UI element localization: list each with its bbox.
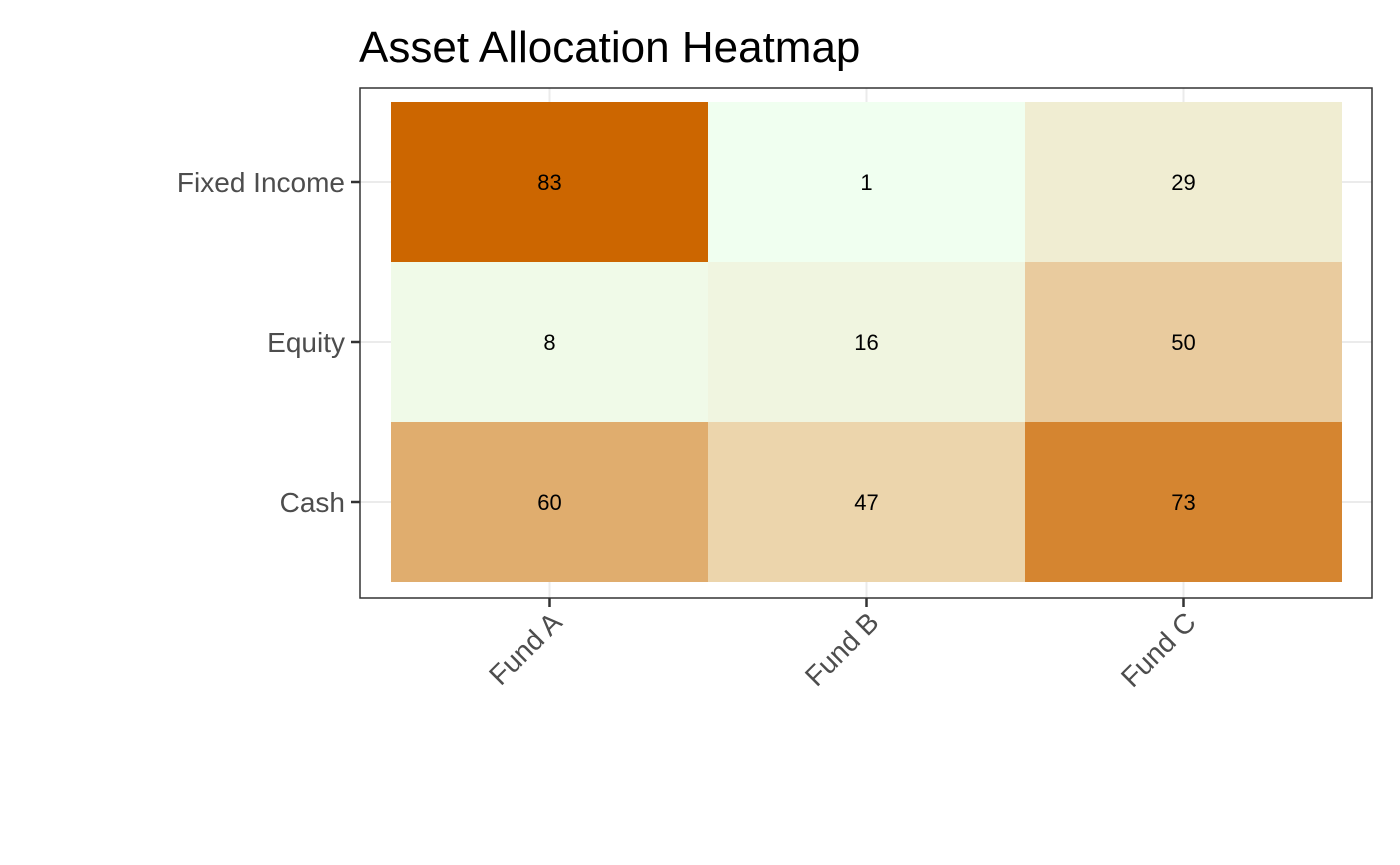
x-tick-label-fund-c: Fund C [1115, 606, 1202, 693]
cell-label-cash-fund-a: 60 [537, 490, 561, 515]
heatmap-cell-fixed-income-fund-b [708, 102, 1025, 262]
cell-label-fixed-income-fund-c: 29 [1171, 170, 1195, 195]
heatmap-cell-fixed-income-fund-c [1025, 102, 1342, 262]
cell-label-cash-fund-b: 47 [854, 490, 878, 515]
heatmap-cells [391, 102, 1342, 582]
cell-label-fixed-income-fund-a: 83 [537, 170, 561, 195]
cell-label-equity-fund-a: 8 [543, 330, 555, 355]
heatmap-cell-fixed-income-fund-a [391, 102, 708, 262]
x-tick-label-fund-b: Fund B [799, 606, 885, 692]
x-tick-label-fund-a: Fund A [483, 606, 568, 691]
y-tick-label-equity: Equity [267, 327, 345, 358]
heatmap-cell-cash-fund-b [708, 422, 1025, 582]
cell-label-equity-fund-b: 16 [854, 330, 878, 355]
y-tick-label-cash: Cash [280, 487, 345, 518]
heatmap-cell-cash-fund-c [1025, 422, 1342, 582]
y-tick-label-fixed-income: Fixed Income [177, 167, 345, 198]
x-axis: Fund A Fund B Fund C [483, 598, 1202, 693]
cell-label-cash-fund-c: 73 [1171, 490, 1195, 515]
heatmap-cell-equity-fund-b [708, 262, 1025, 422]
chart-title: Asset Allocation Heatmap [359, 23, 860, 72]
cell-label-equity-fund-c: 50 [1171, 330, 1195, 355]
heatmap-cell-cash-fund-a [391, 422, 708, 582]
heatmap-cell-equity-fund-c [1025, 262, 1342, 422]
cell-label-fixed-income-fund-b: 1 [860, 170, 872, 195]
cell-value-labels: 60 47 73 8 16 50 83 1 29 [537, 170, 1195, 515]
heatmap-cell-equity-fund-a [391, 262, 708, 422]
y-axis: Cash Equity Fixed Income [177, 167, 360, 518]
